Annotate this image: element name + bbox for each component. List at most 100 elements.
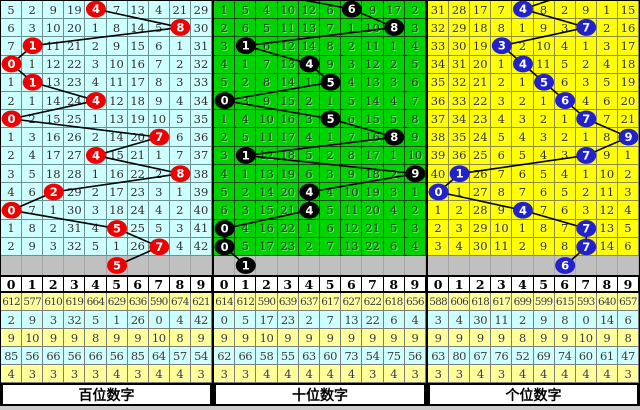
stats-cell: 4: [256, 365, 278, 383]
stats-cell: 8: [617, 329, 639, 347]
grid-cell: 6: [383, 237, 405, 256]
stats-cell: 4: [596, 365, 618, 383]
grid-cell: 2: [575, 183, 597, 202]
stats-cell: 9: [428, 329, 450, 347]
stats-cell: 6: [383, 311, 405, 329]
stats-rows: 588 606 618 617 699 599 615 593 640 657 3 4 30 11 2 9 8 0…: [428, 293, 639, 383]
stats-cell: 62: [214, 347, 236, 365]
pending-cell: [149, 256, 170, 275]
stats-cell: 627: [341, 293, 363, 311]
grid-cell: 10: [277, 1, 299, 20]
grid-cell: 9: [362, 1, 384, 20]
stats-cell: 0: [148, 311, 170, 329]
grid-cell: 5: [235, 237, 257, 256]
grid-cell: 1: [22, 92, 44, 111]
grid-cell: 1: [169, 37, 191, 56]
stats-row: 62 66 58 55 63 60 73 54 75 56: [214, 347, 426, 365]
stats-cell: 8: [512, 329, 534, 347]
grid-cell: 7: [512, 183, 534, 202]
stats-cell: 13: [341, 311, 363, 329]
pending-cell: [362, 256, 384, 275]
grid-cell: 8: [22, 219, 44, 238]
grid-cell: 1: [428, 201, 450, 220]
grid-cell: 38: [190, 164, 212, 184]
grid-cell: [298, 183, 320, 202]
stats-cell: 9: [449, 329, 471, 347]
stats-cell: 9: [533, 311, 555, 329]
grid-cell: 14: [127, 19, 149, 38]
stats-cell: 4: [383, 365, 405, 383]
grid-cell: 7: [491, 164, 513, 184]
stats-cell: 2: [298, 311, 320, 329]
grid-cell: 13: [277, 55, 299, 74]
pending-cell: [278, 256, 299, 275]
grid-cell: 16: [277, 110, 299, 129]
grid-cell: 9: [148, 92, 170, 111]
grid-cell: 7: [554, 219, 576, 238]
panel-units: 31 28 17 7 8 2 9 1 15 32 29 18 8 1 9 3 2 16 33 30 19 2 10 4 1 3 17…: [428, 0, 639, 406]
grid-cell: 30: [190, 19, 212, 38]
stats-cell: 606: [449, 293, 471, 311]
grid-cell: 19: [127, 110, 149, 129]
stats-cell: 54: [190, 347, 212, 365]
stats-cell: 637: [298, 293, 320, 311]
grid-cell: 13: [362, 73, 384, 93]
digit-header-cell: 4: [512, 277, 534, 292]
stats-cell: 639: [277, 293, 299, 311]
grid-cell: 5: [85, 237, 107, 256]
grid-cell: 5: [533, 164, 555, 184]
grid-cell: 36: [190, 128, 212, 147]
grid-cell: 2: [554, 1, 576, 20]
grid-cell: 18: [362, 164, 384, 184]
pending-cell: [555, 256, 576, 275]
grid-cell: 1: [22, 55, 44, 74]
grid-cell: 5: [1, 1, 23, 20]
stats-cell: 6: [617, 311, 639, 329]
grid-cell: 4: [320, 183, 342, 202]
stats-cell: 85: [1, 347, 23, 365]
grid-cell: 24: [127, 201, 149, 220]
grid-cell: 7: [320, 237, 342, 256]
grid-cell: 21: [64, 37, 86, 56]
pending-cell: [191, 256, 212, 275]
grid-cell: 2: [298, 92, 320, 111]
grid-cell: 3: [596, 37, 618, 56]
grid-cell: 7: [22, 201, 44, 220]
grid-cell: 23: [64, 73, 86, 93]
grid-cell: 3: [43, 237, 65, 256]
stats-cell: 57: [169, 347, 191, 365]
grid-cell: 2: [85, 37, 107, 56]
grid-cell: 6: [320, 1, 342, 20]
grid-cell: 1: [1, 73, 23, 93]
stats-cell: 3: [64, 365, 86, 383]
grid-cell: 3: [320, 164, 342, 184]
stats-cell: 8: [85, 329, 107, 347]
stats-cell: 4: [298, 365, 320, 383]
stats-cell: 60: [575, 347, 597, 365]
grid-cell: 9: [404, 128, 426, 147]
grid-cell: 31: [449, 55, 471, 74]
stats-cell: 9: [533, 329, 555, 347]
grid-cell: 9: [491, 201, 513, 220]
grid-cell: 4: [512, 128, 534, 147]
grid-cell: 21: [277, 201, 299, 220]
pending-cell: [128, 256, 149, 275]
stats-cell: 9: [320, 329, 342, 347]
stats-cell: 85: [127, 347, 149, 365]
grid-cell: 1: [235, 164, 257, 184]
grid-cell: 32: [449, 73, 471, 93]
stats-cell: 58: [256, 347, 278, 365]
grid-cell: 4: [617, 201, 639, 220]
grid-cell: 20: [617, 92, 639, 111]
grid-cell: 39: [190, 183, 212, 202]
grid-cell: 1: [512, 219, 534, 238]
stats-cell: 4: [470, 365, 492, 383]
grid-cell: 10: [106, 55, 128, 74]
grid-cell: [85, 146, 107, 165]
grid-cell: 3: [404, 219, 426, 238]
grid-cell: 2: [512, 92, 534, 111]
grid-cell: [575, 110, 597, 129]
grid-cell: [383, 128, 405, 147]
grid-cell: 17: [617, 37, 639, 56]
